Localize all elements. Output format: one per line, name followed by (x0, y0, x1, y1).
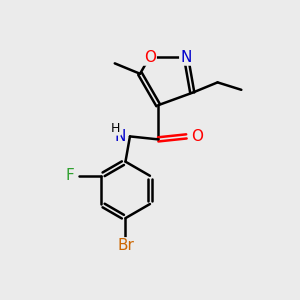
Text: O: O (191, 129, 203, 144)
Text: H: H (111, 122, 120, 135)
Text: N: N (114, 129, 125, 144)
Text: Br: Br (117, 238, 134, 253)
Text: F: F (65, 168, 74, 183)
Text: N: N (180, 50, 192, 64)
Text: O: O (144, 50, 156, 64)
